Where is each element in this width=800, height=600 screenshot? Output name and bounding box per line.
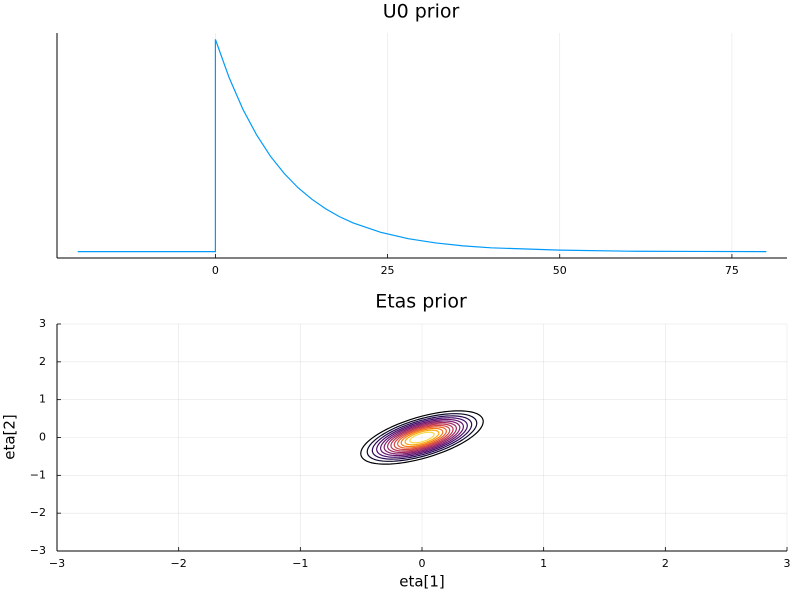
x-tick-label: 1 <box>540 557 547 570</box>
contour-line <box>390 423 454 452</box>
contour-line <box>400 427 444 448</box>
contour-line <box>387 421 457 454</box>
line-series <box>77 39 767 253</box>
x-axis-label: eta[1] <box>399 573 445 591</box>
contour-line <box>397 426 447 449</box>
y-axis-label: eta[2] <box>1 414 19 460</box>
x-tick-label: 50 <box>553 264 567 277</box>
contour-line <box>360 410 484 465</box>
x-tick-label: 75 <box>725 264 739 277</box>
y-tick-label: 3 <box>39 317 46 330</box>
chart-title: U0 prior <box>383 1 460 23</box>
contour-line <box>376 417 468 458</box>
chart-title: Etas prior <box>375 291 467 313</box>
y-tick-label: −1 <box>30 468 46 481</box>
contour-line <box>379 418 465 457</box>
contour-line <box>409 431 435 444</box>
x-tick-label: 0 <box>212 264 219 277</box>
contour-line <box>366 413 478 462</box>
y-tick-label: 0 <box>39 431 46 444</box>
x-tick-label: −2 <box>171 557 187 570</box>
x-tick-label: 25 <box>381 264 395 277</box>
x-tick-label: −1 <box>292 557 308 570</box>
x-tick-label: 2 <box>662 557 669 570</box>
y-tick-label: 1 <box>39 393 46 406</box>
y-tick-label: −2 <box>30 506 46 519</box>
x-tick-label: 3 <box>784 557 791 570</box>
y-tick-label: −3 <box>30 544 46 557</box>
contour-line <box>383 420 461 455</box>
y-tick-label: 2 <box>39 355 46 368</box>
contour-line <box>371 415 473 460</box>
contour-line <box>404 429 440 446</box>
x-tick-label: 0 <box>419 557 426 570</box>
x-tick-label: −3 <box>49 557 65 570</box>
contour-line <box>393 424 451 451</box>
